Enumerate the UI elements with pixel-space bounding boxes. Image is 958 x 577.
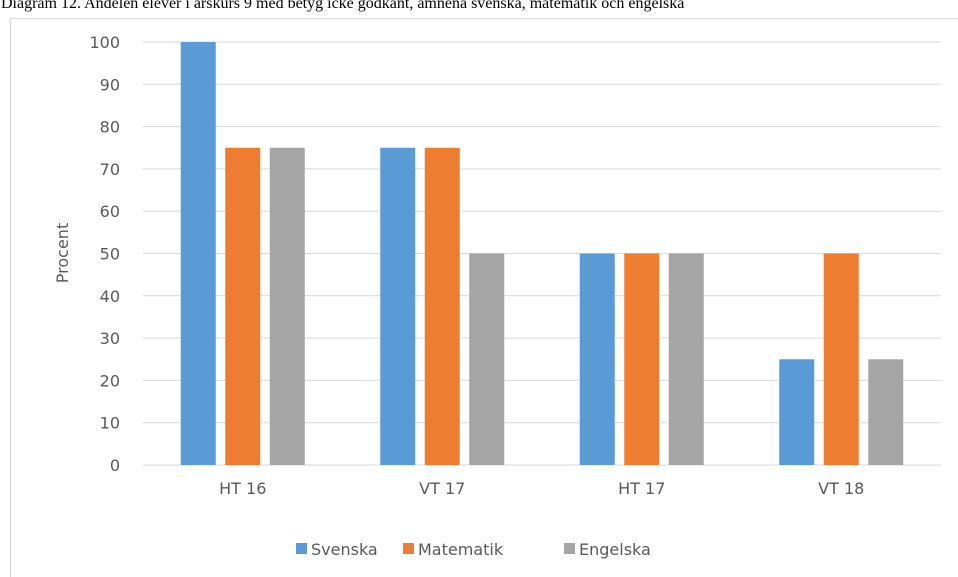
y-tick-label: 90 (100, 75, 120, 94)
bar (180, 42, 216, 465)
bar (380, 147, 416, 465)
legend-label: Engelska (579, 540, 651, 559)
y-tick-label: 70 (100, 160, 120, 179)
y-tick-label: 80 (100, 118, 120, 137)
y-tick-label: 60 (100, 202, 120, 221)
bar (779, 359, 815, 465)
chart-title: Diagram 12. Andelen elever i årskurs 9 m… (1, 0, 684, 12)
bar (624, 253, 660, 465)
y-tick-label: 100 (89, 33, 120, 52)
chart-border (10, 18, 958, 577)
bar (823, 253, 859, 465)
legend-swatch (296, 543, 307, 554)
y-axis-label: Procent (53, 223, 72, 283)
bar (668, 253, 704, 465)
bar (225, 147, 261, 465)
bar (579, 253, 615, 465)
legend-label: Svenska (311, 540, 378, 559)
y-tick-label: 30 (100, 329, 120, 348)
x-tick-label: HT 17 (618, 479, 665, 498)
bar (424, 147, 460, 465)
legend-swatch (403, 543, 414, 554)
y-tick-label: 20 (100, 371, 120, 390)
x-tick-label: HT 16 (219, 479, 266, 498)
y-tick-label: 50 (100, 245, 120, 264)
y-tick-label: 0 (110, 456, 120, 475)
x-tick-label: VT 18 (818, 479, 864, 498)
y-tick-label: 10 (100, 414, 120, 433)
bar (469, 253, 505, 465)
bar (868, 359, 904, 465)
y-tick-label: 40 (100, 287, 120, 306)
bar (269, 147, 305, 465)
legend-swatch (564, 543, 575, 554)
x-tick-label: VT 17 (419, 479, 465, 498)
legend-label: Matematik (418, 540, 504, 559)
